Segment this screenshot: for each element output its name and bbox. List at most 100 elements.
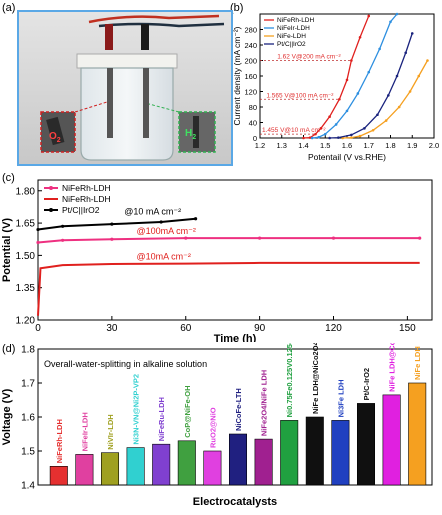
data-point — [194, 217, 198, 221]
y-tick-label: 1.65 — [16, 219, 36, 230]
plot-frame — [37, 179, 433, 321]
series-line — [312, 13, 398, 139]
data-point — [350, 136, 353, 139]
x-tick-label: 1.7 — [364, 141, 374, 150]
bar-category-label: Ni0.75Fe0.125V0.125-LDH — [285, 343, 294, 417]
data-point — [159, 220, 163, 224]
bar — [228, 433, 248, 486]
chart-d-voltage-comparison: Overall-water-splitting in alkaline solu… — [1, 343, 433, 508]
bar-category-label: CoP@NiFe-OH — [183, 385, 192, 437]
y-axis-label: Voltage (V) — [1, 388, 13, 445]
y-tick-label: 240 — [244, 41, 257, 50]
series-line — [37, 261, 420, 316]
x-tick-label: 30 — [106, 323, 118, 334]
legend-marker — [49, 186, 53, 190]
annotation-label: 1.565 V@100 mA cm⁻² — [266, 92, 334, 99]
y-tick-label: 0 — [253, 134, 257, 143]
x-tick-label: 90 — [254, 323, 266, 334]
data-point — [36, 240, 40, 245]
y-tick-label: 80 — [249, 103, 257, 112]
x-axis-label: Electrocatalysts — [193, 496, 277, 508]
data-point — [376, 113, 379, 117]
bar — [408, 382, 427, 486]
bar — [254, 438, 273, 486]
data-point — [314, 132, 317, 136]
x-tick-label: 1.5 — [320, 141, 330, 150]
y-tick-label: 280 — [244, 26, 257, 35]
data-point — [358, 134, 362, 138]
annotation-label: @100mA cm⁻² — [137, 226, 196, 236]
data-point — [345, 78, 349, 82]
data-point — [334, 123, 338, 126]
bar — [382, 394, 401, 486]
x-tick-label: 150 — [399, 323, 416, 334]
bar — [203, 450, 222, 486]
data-point — [323, 132, 327, 136]
data-point — [184, 236, 188, 240]
x-tick-label: 1.3 — [277, 141, 287, 150]
bar — [75, 454, 94, 486]
legend-label: Pt/C||IrO2 — [62, 205, 100, 215]
y-tick-label: 1.8 — [21, 345, 35, 356]
bar-category-label: NiFeRh-LDH — [55, 419, 64, 463]
y-tick-label: 120 — [244, 88, 257, 97]
x-tick-label: 60 — [180, 323, 192, 334]
legend-label: NiFeRh-LDH — [62, 183, 111, 193]
y-tick-label: 1.35 — [16, 283, 36, 294]
data-point — [404, 51, 408, 55]
y-tick-label: 1.50 — [16, 251, 36, 262]
data-point — [110, 222, 114, 226]
x-tick-label: 1.4 — [298, 141, 308, 150]
y-tick-label: 1.20 — [16, 316, 36, 327]
data-point — [371, 128, 375, 132]
bar — [49, 466, 68, 486]
electrolyzer-illustration: O2 H2 — [19, 12, 231, 164]
data-point — [395, 74, 399, 78]
o2-label: O2 — [49, 131, 61, 144]
data-point — [389, 20, 392, 24]
data-point — [378, 47, 381, 51]
data-point — [337, 136, 340, 139]
bar — [177, 440, 196, 486]
bar-category-label: NiVIr-LDH — [106, 414, 115, 449]
panel-label-a: (a) — [2, 2, 16, 14]
bar-category-label: RuO2@NiO — [208, 407, 217, 448]
y-tick-label: 1.80 — [16, 186, 36, 197]
y-tick-label: 1.6 — [21, 413, 35, 424]
y-tick-label: 200 — [244, 57, 257, 66]
legend-label: NiFeRh-LDH — [277, 17, 315, 24]
bar-category-label: NiFe2O4/NiFe LDH — [260, 370, 269, 436]
data-point — [395, 12, 399, 16]
annotation-label: @10 mA cm⁻² — [124, 206, 181, 216]
data-point — [310, 136, 314, 140]
chart-c-stability: 0 30 60 90 120 150 1.20 1.35 1.50 1.65 1.80 Time (h… — [1, 179, 433, 342]
bar — [152, 443, 171, 486]
bar-category-label: Ni3Fe LDH — [336, 379, 345, 417]
data-point — [384, 119, 388, 122]
data-point — [410, 32, 414, 35]
panel-label-c: (c) — [2, 172, 15, 184]
data-point — [408, 90, 412, 93]
data-point — [426, 59, 429, 62]
data-point — [308, 136, 312, 139]
data-point — [110, 237, 114, 241]
bar — [331, 420, 350, 486]
legend-marker — [49, 208, 53, 212]
annotation-label: 1.455 V@10 mA cm⁻² — [262, 127, 326, 134]
data-point — [418, 236, 422, 240]
data-point — [417, 74, 421, 78]
x-tick-label: 1.6 — [342, 141, 352, 150]
x-tick-label: 1.9 — [407, 141, 417, 150]
bar-category-label: NiFe LDH — [413, 346, 422, 380]
series-line — [303, 15, 370, 139]
data-point — [36, 227, 40, 232]
data-point — [319, 127, 323, 130]
panel-label-b: (b) — [230, 2, 244, 14]
data-point — [328, 115, 331, 118]
data-point — [328, 136, 331, 140]
bar-category-label: Ni3N-VN@Ni2P-VP2 — [132, 374, 141, 445]
h2-label: H2 — [185, 128, 196, 141]
x-axis-label: Potentail (V vs.RHE) — [308, 152, 386, 162]
data-point — [61, 224, 65, 228]
data-point — [302, 136, 305, 140]
